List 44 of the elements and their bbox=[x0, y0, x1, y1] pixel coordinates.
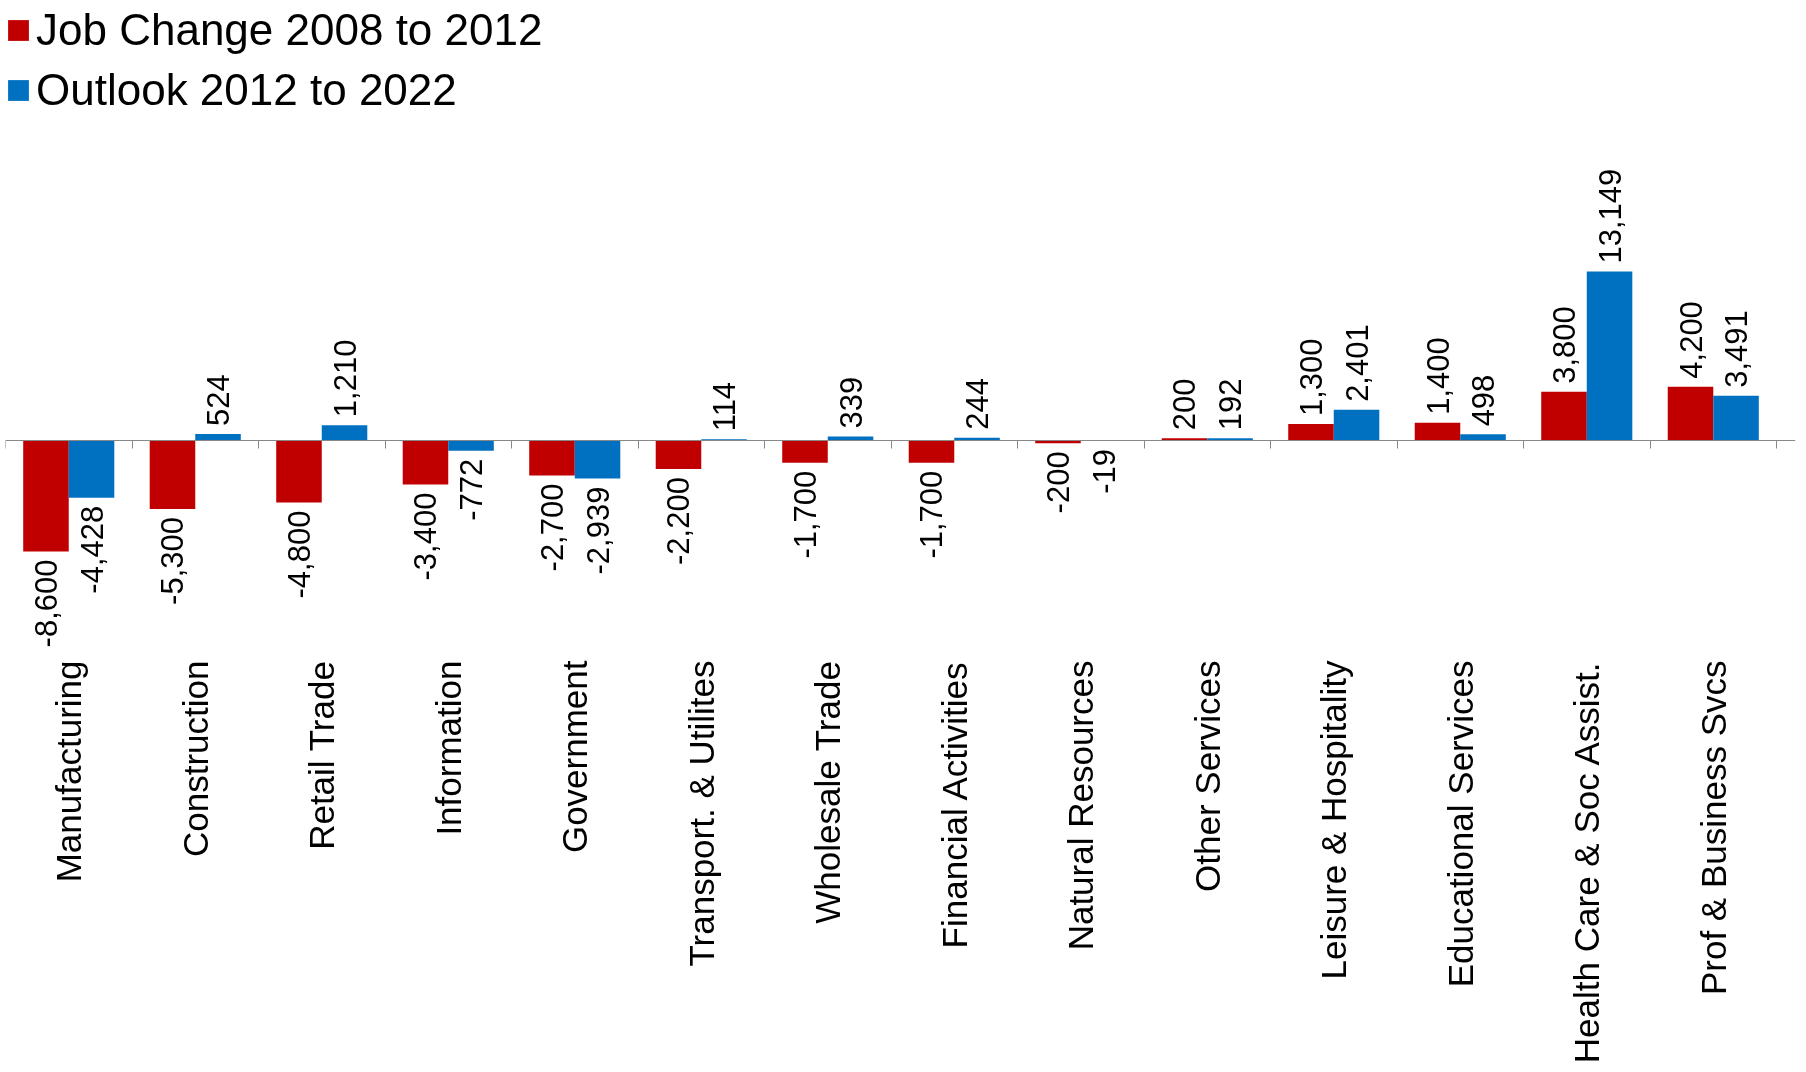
x-tick-label: Leisure & Hospitality bbox=[1314, 660, 1354, 980]
x-tick-label: Government bbox=[555, 660, 595, 854]
x-tick-label: Natural Resources bbox=[1061, 660, 1101, 951]
data-label: -2,939 bbox=[580, 486, 616, 575]
data-label: 1,210 bbox=[327, 339, 363, 418]
data-label: -3,400 bbox=[408, 492, 444, 581]
data-label: -2,700 bbox=[534, 483, 570, 572]
data-label: 192 bbox=[1213, 378, 1249, 431]
data-label: 244 bbox=[960, 377, 996, 430]
data-label: 3,491 bbox=[1719, 310, 1755, 388]
legend-label: Outlook 2012 to 2022 bbox=[36, 65, 457, 115]
legend-label: Job Change 2008 to 2012 bbox=[36, 5, 543, 55]
data-label: 4,200 bbox=[1673, 301, 1709, 379]
data-label: -1,700 bbox=[914, 470, 950, 559]
x-tick-label: Financial Activities bbox=[934, 662, 974, 949]
data-label: 13,149 bbox=[1592, 168, 1628, 264]
data-label: 114 bbox=[707, 381, 743, 432]
data-label: -5,300 bbox=[155, 517, 191, 605]
data-label: 524 bbox=[201, 374, 237, 427]
data-label: -8,600 bbox=[28, 559, 64, 648]
data-label: 339 bbox=[833, 376, 869, 429]
data-label: -4,428 bbox=[74, 505, 110, 594]
data-label: 2,401 bbox=[1339, 324, 1375, 402]
data-label: 200 bbox=[1167, 378, 1203, 431]
data-label: -1,700 bbox=[787, 470, 823, 559]
x-tick-label: Other Services bbox=[1187, 660, 1227, 892]
data-label: 498 bbox=[1466, 374, 1502, 427]
data-label: -200 bbox=[1040, 451, 1076, 514]
x-tick-label: Information bbox=[428, 660, 468, 836]
x-tick-label: Educational Services bbox=[1440, 660, 1480, 988]
data-label: -4,800 bbox=[281, 510, 317, 599]
x-tick-label: Manufacturing bbox=[49, 660, 89, 883]
x-tick-label: Transport. & Utilites bbox=[681, 660, 721, 967]
data-label: 1,400 bbox=[1420, 337, 1456, 415]
data-label: 1,300 bbox=[1294, 338, 1329, 417]
data-label: -2,200 bbox=[661, 477, 697, 565]
x-tick-label: Wholesale Trade bbox=[808, 661, 848, 924]
x-tick-label: Retail Trade bbox=[302, 661, 342, 850]
x-tick-label: Prof & Business Svcs bbox=[1693, 660, 1733, 996]
x-tick-label: Health Care & Soc Assist. bbox=[1567, 662, 1607, 1064]
data-label: 3,800 bbox=[1547, 306, 1582, 384]
data-label: -772 bbox=[454, 458, 490, 521]
x-tick-label: Construction bbox=[175, 660, 215, 857]
data-label: -19 bbox=[1086, 449, 1122, 494]
